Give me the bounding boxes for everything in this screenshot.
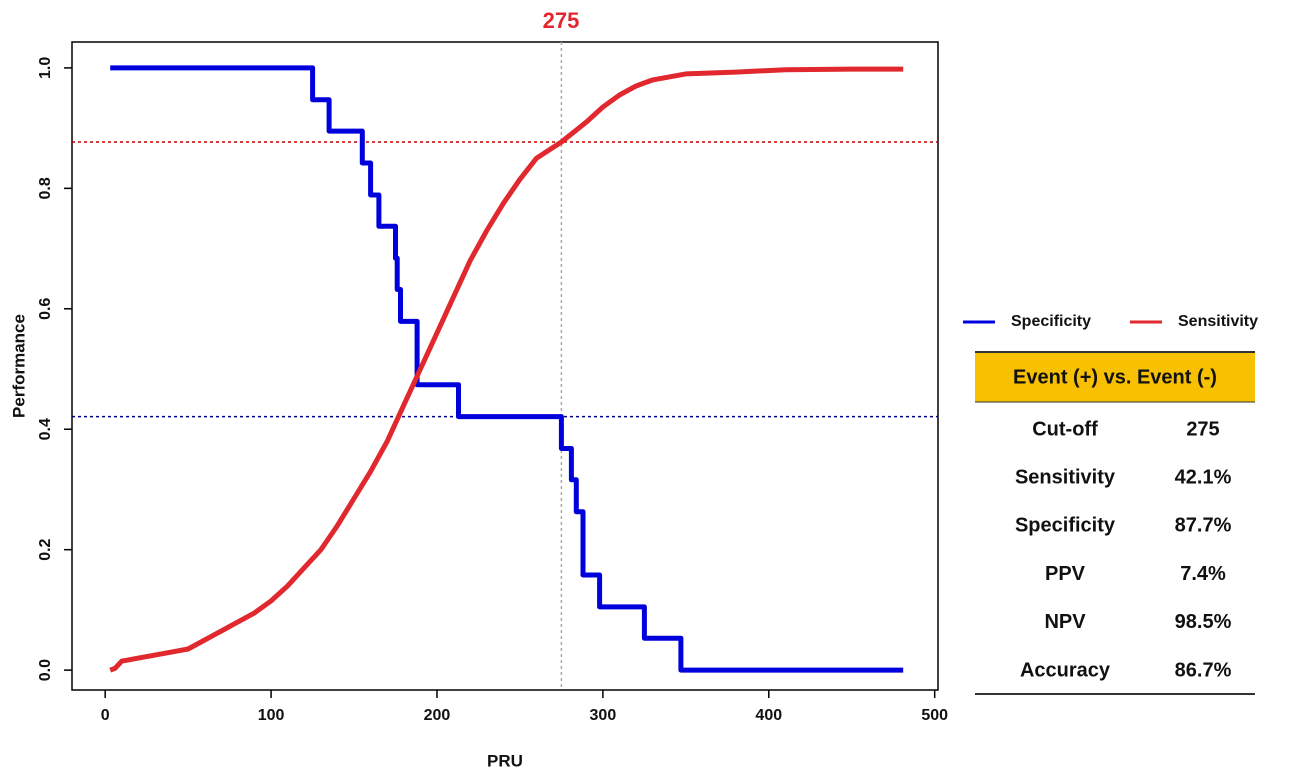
y-tick-label: 0.4 bbox=[37, 418, 54, 440]
table-cell: 86.7% bbox=[1175, 659, 1232, 681]
y-tick-label: 0.0 bbox=[37, 659, 54, 681]
legend-label: Specificity bbox=[1011, 313, 1091, 330]
y-tick-label: 0.2 bbox=[37, 538, 54, 560]
x-tick-label: 300 bbox=[590, 707, 617, 724]
y-axis-label: Performance bbox=[9, 314, 28, 418]
table-cell: Cut-off bbox=[1032, 418, 1098, 440]
table-cell: PPV bbox=[1045, 563, 1086, 585]
y-tick-label: 0.8 bbox=[37, 177, 54, 199]
x-tick-label: 100 bbox=[258, 707, 285, 724]
legend-label: Sensitivity bbox=[1178, 313, 1258, 330]
table-cell: NPV bbox=[1044, 611, 1086, 633]
table-cell: Specificity bbox=[1015, 515, 1116, 537]
table-cell: 98.5% bbox=[1175, 611, 1232, 633]
x-tick-label: 400 bbox=[755, 707, 782, 724]
table-cell: 7.4% bbox=[1180, 563, 1226, 585]
y-tick-label: 1.0 bbox=[37, 57, 54, 79]
chart-title: 275 bbox=[543, 8, 580, 33]
series-line bbox=[109, 66, 904, 673]
series-line bbox=[110, 65, 904, 673]
x-tick-label: 0 bbox=[101, 707, 110, 724]
table-header-bg bbox=[975, 352, 1255, 402]
table-header: Event (+) vs. Event (-) bbox=[1013, 366, 1217, 388]
x-axis-label: PRU bbox=[487, 751, 523, 770]
x-tick-label: 500 bbox=[921, 707, 948, 724]
y-tick-label: 0.6 bbox=[37, 298, 54, 320]
plot-frame bbox=[71, 41, 939, 691]
table-cell: Sensitivity bbox=[1015, 466, 1116, 488]
x-tick-label: 200 bbox=[424, 707, 451, 724]
table-cell: 87.7% bbox=[1175, 515, 1232, 537]
table-cell: 275 bbox=[1186, 418, 1219, 440]
table-cell: 42.1% bbox=[1175, 466, 1232, 488]
table-cell: Accuracy bbox=[1020, 659, 1111, 681]
